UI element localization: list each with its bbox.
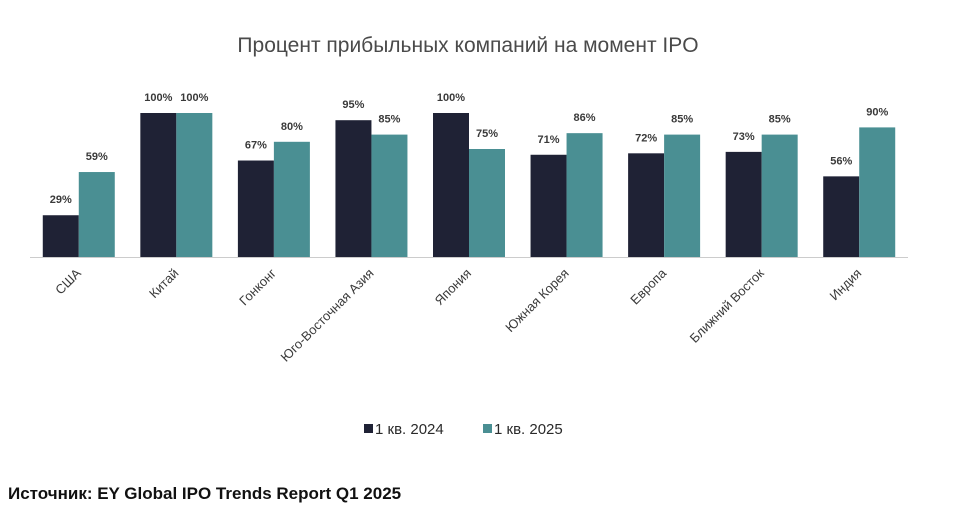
bar-value-label: 100% bbox=[437, 92, 465, 104]
bar-2-4 bbox=[371, 134, 408, 257]
bar-2-2 bbox=[176, 113, 213, 257]
bar-2-7 bbox=[664, 134, 701, 257]
bar-value-label: 86% bbox=[574, 112, 596, 124]
bar-2-3 bbox=[273, 141, 310, 257]
bar-2-5 bbox=[469, 149, 505, 257]
bar-1-1 bbox=[42, 215, 79, 257]
bar-1-4 bbox=[335, 120, 372, 257]
x-tick-label: США bbox=[52, 265, 84, 297]
bar-value-label: 29% bbox=[50, 194, 72, 206]
x-tick-label: Китай bbox=[146, 266, 181, 301]
bar-1-7 bbox=[628, 153, 665, 257]
bar-2-1 bbox=[78, 172, 115, 257]
legend-label-2: 1 кв. 2025 bbox=[494, 421, 563, 438]
legend: 1 кв. 2024 1 кв. 2025 bbox=[364, 421, 563, 438]
x-tick-label: Гонконг bbox=[236, 265, 279, 308]
bar-value-label: 95% bbox=[342, 99, 364, 111]
x-tick-label: Юго-Восточная Азия bbox=[278, 266, 377, 365]
x-tick-label: Индия bbox=[827, 266, 865, 304]
bar-value-label: 72% bbox=[635, 132, 657, 144]
legend-swatch-1 bbox=[364, 424, 373, 433]
bar-value-label: 75% bbox=[476, 128, 498, 140]
chart-title: Процент прибыльных компаний на момент IP… bbox=[237, 34, 698, 57]
bar-1-3 bbox=[237, 160, 274, 257]
bars-group bbox=[42, 113, 896, 258]
bar-1-6 bbox=[530, 154, 567, 257]
bar-labels-group: 29% 59% 100% 100% 67% 80% 95% 85% 100% 75% 71% 86% 7… bbox=[50, 92, 889, 206]
bar-value-label: 80% bbox=[281, 121, 303, 133]
bar-2-9 bbox=[859, 127, 896, 258]
bar-value-label: 85% bbox=[378, 114, 400, 126]
legend-swatch-2 bbox=[483, 424, 492, 433]
bar-1-2 bbox=[140, 113, 177, 257]
x-tick-label: Япония bbox=[432, 266, 475, 309]
bar-value-label: 100% bbox=[144, 92, 172, 104]
x-tick-label: Ближний Восток bbox=[687, 265, 767, 345]
bar-1-9 bbox=[823, 176, 860, 257]
bar-value-label: 85% bbox=[769, 114, 791, 126]
bar-value-label: 56% bbox=[830, 155, 852, 167]
bar-value-label: 73% bbox=[733, 131, 755, 143]
bar-value-label: 71% bbox=[538, 134, 560, 146]
x-tick-label: Южная Корея bbox=[502, 266, 571, 335]
bar-value-label: 100% bbox=[180, 92, 208, 104]
bar-1-5 bbox=[433, 113, 469, 257]
legend-label-1: 1 кв. 2024 bbox=[375, 421, 444, 438]
bar-1-8 bbox=[725, 151, 762, 257]
bar-value-label: 67% bbox=[245, 140, 267, 152]
bar-value-label: 85% bbox=[671, 114, 693, 126]
x-tick-label: Европа bbox=[627, 265, 669, 307]
bar-2-8 bbox=[761, 134, 798, 257]
bar-value-label: 59% bbox=[86, 151, 108, 163]
bar-2-6 bbox=[566, 133, 603, 257]
source-note: Источник: EY Global IPO Trends Report Q1… bbox=[8, 484, 402, 503]
bar-value-label: 90% bbox=[866, 106, 888, 118]
